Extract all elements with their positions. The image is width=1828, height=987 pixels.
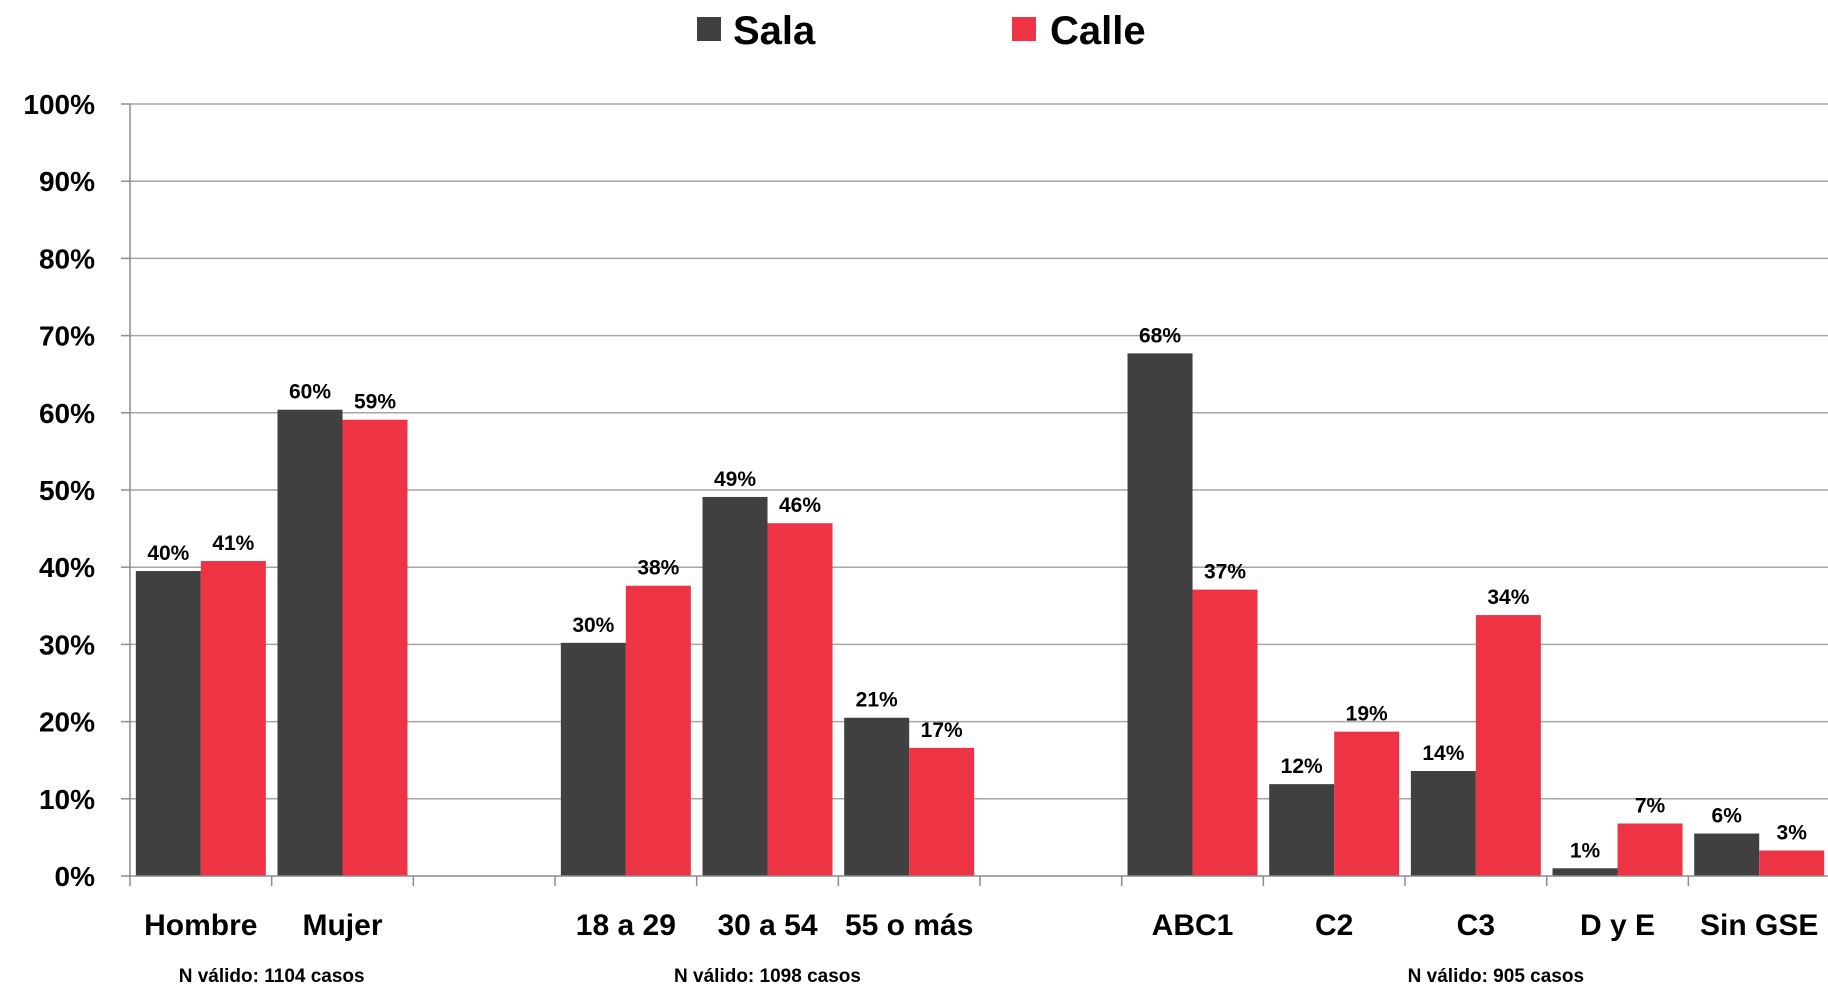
legend-swatch-sala <box>697 17 721 41</box>
bar-sala-2 <box>560 642 626 876</box>
bar-sala-5 <box>1127 353 1193 877</box>
legend-swatch-calle <box>1012 17 1036 41</box>
sample-size-note-2: N válido: 905 casos <box>1408 966 1584 987</box>
chart-legend: Sala Calle <box>697 9 1146 53</box>
y-tick-label: 80% <box>39 243 95 274</box>
sample-size-notes: N válido: 1104 casos N válido: 1098 casos… <box>179 966 1584 987</box>
y-tick-label: 10% <box>39 784 95 815</box>
bar-sala-8 <box>1552 868 1618 876</box>
data-label-calle-4: 17% <box>921 719 963 742</box>
data-label-calle-5: 37% <box>1204 561 1246 584</box>
bar-calle-9 <box>1759 850 1825 876</box>
gridlines <box>121 103 1828 877</box>
bar-sala-6 <box>1269 784 1335 876</box>
data-label-calle-3: 46% <box>779 494 821 517</box>
y-tick-label: 100% <box>23 89 95 120</box>
data-label-sala-4: 21% <box>856 689 898 712</box>
data-label-calle-8: 7% <box>1635 795 1666 818</box>
data-label-calle-2: 38% <box>637 557 679 580</box>
data-label-calle-9: 3% <box>1777 822 1808 845</box>
y-tick-label: 0% <box>55 861 96 892</box>
data-label-calle-0: 41% <box>212 532 254 555</box>
x-tick-label-7: C3 <box>1457 909 1495 942</box>
bar-sala-3 <box>702 496 768 876</box>
data-label-sala-5: 68% <box>1139 324 1181 347</box>
bar-sala-0 <box>135 571 201 876</box>
x-tick-label-1: Mujer <box>302 909 382 942</box>
x-axis <box>129 875 1828 886</box>
bar-calle-6 <box>1334 731 1400 876</box>
bar-sala-4 <box>844 717 910 876</box>
sample-size-note-0: N válido: 1104 casos <box>179 966 365 987</box>
bar-calle-0 <box>200 561 266 876</box>
data-label-sala-3: 49% <box>714 468 756 491</box>
bar-sala-9 <box>1694 833 1760 876</box>
x-tick-label-2: 18 a 29 <box>576 909 676 942</box>
data-label-sala-6: 12% <box>1281 755 1323 778</box>
y-tick-label: 20% <box>39 707 95 738</box>
y-tick-label: 30% <box>39 629 95 660</box>
y-tick-label: 50% <box>39 475 95 506</box>
bar-calle-1 <box>342 419 408 876</box>
bar-sala-1 <box>277 409 343 876</box>
data-label-sala-0: 40% <box>147 542 189 565</box>
x-tick-label-5: ABC1 <box>1152 909 1234 942</box>
data-label-calle-1: 59% <box>354 391 396 414</box>
y-axis-ticks: 0% 10% 20% 30% 40% 50% 60% 70% 80% 90% 100% <box>23 89 95 892</box>
bar-calle-3 <box>767 523 833 876</box>
x-axis-tick-labels: Hombre Mujer 18 a 29 30 a 54 55 o más ABC1 C2 C… <box>144 909 1818 942</box>
y-tick-label: 60% <box>39 398 95 429</box>
bar-calle-2 <box>625 585 691 876</box>
data-labels: 40% 41% 60% 59% 30% 38% 49% 46% 21% 17% 68% 37% 12% 1… <box>147 324 1807 862</box>
y-tick-label: 40% <box>39 552 95 583</box>
x-tick-label-0: Hombre <box>144 909 257 942</box>
x-tick-label-4: 55 o más <box>845 909 973 942</box>
data-label-sala-7: 14% <box>1422 742 1464 765</box>
data-label-calle-7: 34% <box>1487 586 1529 609</box>
data-label-calle-6: 19% <box>1346 703 1388 726</box>
bar-calle-4 <box>909 747 975 876</box>
bar-calle-5 <box>1192 589 1258 876</box>
data-label-sala-8: 1% <box>1570 839 1601 862</box>
x-tick-label-6: C2 <box>1315 909 1353 942</box>
bars <box>135 353 1825 877</box>
y-tick-label: 90% <box>39 166 95 197</box>
data-label-sala-1: 60% <box>289 381 331 404</box>
data-label-sala-9: 6% <box>1712 805 1743 828</box>
sample-size-note-1: N válido: 1098 casos <box>674 966 861 987</box>
x-tick-label-8: D y E <box>1580 909 1655 942</box>
bar-sala-7 <box>1410 771 1476 876</box>
x-tick-label-3: 30 a 54 <box>717 909 817 942</box>
legend-label-sala: Sala <box>733 9 816 53</box>
bar-calle-7 <box>1475 615 1541 876</box>
x-tick-label-9: Sin GSE <box>1700 909 1818 942</box>
y-tick-label: 70% <box>39 321 95 352</box>
data-label-sala-2: 30% <box>572 614 614 637</box>
bar-calle-8 <box>1617 823 1683 876</box>
legend-label-calle: Calle <box>1050 9 1146 53</box>
